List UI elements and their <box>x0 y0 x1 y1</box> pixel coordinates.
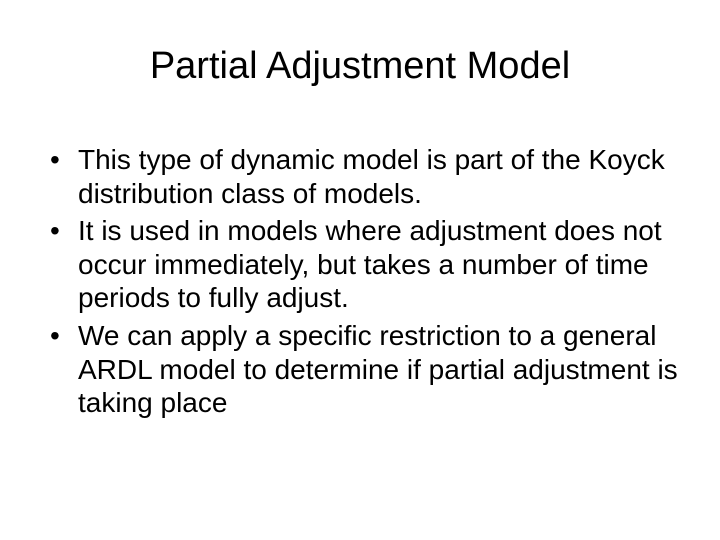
bullet-item: This type of dynamic model is part of th… <box>50 143 685 210</box>
bullet-item: We can apply a specific restriction to a… <box>50 319 685 420</box>
bullet-item: It is used in models where adjustment do… <box>50 214 685 315</box>
slide-title: Partial Adjustment Model <box>35 45 685 88</box>
bullet-list: This type of dynamic model is part of th… <box>35 143 685 420</box>
